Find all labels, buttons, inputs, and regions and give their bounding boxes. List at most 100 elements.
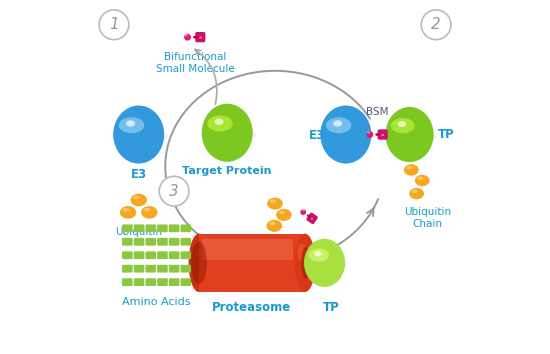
- Ellipse shape: [298, 244, 307, 261]
- FancyBboxPatch shape: [180, 238, 191, 246]
- Ellipse shape: [320, 105, 371, 164]
- Text: TP: TP: [438, 128, 455, 141]
- FancyBboxPatch shape: [157, 278, 168, 286]
- Ellipse shape: [390, 118, 415, 133]
- FancyBboxPatch shape: [134, 224, 144, 232]
- FancyBboxPatch shape: [157, 265, 168, 273]
- Ellipse shape: [269, 222, 276, 225]
- Ellipse shape: [207, 115, 233, 131]
- FancyBboxPatch shape: [122, 265, 133, 273]
- Ellipse shape: [301, 247, 310, 279]
- FancyBboxPatch shape: [199, 234, 305, 292]
- FancyBboxPatch shape: [122, 238, 133, 246]
- Ellipse shape: [319, 130, 375, 144]
- Ellipse shape: [303, 259, 348, 271]
- FancyBboxPatch shape: [157, 251, 168, 259]
- Ellipse shape: [185, 34, 188, 36]
- Ellipse shape: [123, 208, 129, 212]
- Ellipse shape: [382, 134, 384, 136]
- FancyBboxPatch shape: [145, 224, 156, 232]
- Ellipse shape: [191, 242, 207, 284]
- Text: 2: 2: [431, 17, 441, 32]
- Ellipse shape: [276, 209, 292, 221]
- FancyBboxPatch shape: [169, 238, 179, 246]
- Ellipse shape: [113, 105, 164, 164]
- FancyBboxPatch shape: [180, 224, 191, 232]
- Ellipse shape: [375, 133, 380, 136]
- FancyBboxPatch shape: [202, 239, 293, 260]
- Ellipse shape: [386, 107, 433, 162]
- Ellipse shape: [415, 175, 430, 186]
- Bar: [199, 234, 210, 292]
- FancyBboxPatch shape: [157, 238, 168, 246]
- Text: Amino Acids: Amino Acids: [122, 297, 191, 307]
- Ellipse shape: [270, 199, 276, 203]
- Ellipse shape: [193, 36, 198, 39]
- Ellipse shape: [133, 195, 140, 199]
- FancyBboxPatch shape: [195, 32, 205, 42]
- Ellipse shape: [302, 209, 305, 211]
- Ellipse shape: [367, 131, 370, 134]
- Ellipse shape: [417, 177, 424, 180]
- Ellipse shape: [120, 206, 136, 219]
- Ellipse shape: [315, 251, 322, 256]
- Text: 1: 1: [109, 17, 119, 32]
- Ellipse shape: [404, 164, 419, 176]
- Ellipse shape: [304, 239, 345, 287]
- Ellipse shape: [144, 208, 151, 212]
- Ellipse shape: [202, 104, 252, 162]
- FancyBboxPatch shape: [169, 265, 179, 273]
- FancyBboxPatch shape: [134, 251, 144, 259]
- FancyBboxPatch shape: [180, 265, 191, 273]
- Text: Ubiquitin
Chain: Ubiquitin Chain: [404, 207, 451, 229]
- Ellipse shape: [411, 190, 417, 193]
- Ellipse shape: [398, 121, 406, 127]
- FancyBboxPatch shape: [134, 265, 144, 273]
- Ellipse shape: [300, 209, 306, 215]
- FancyBboxPatch shape: [169, 278, 179, 286]
- Ellipse shape: [200, 128, 256, 142]
- Ellipse shape: [311, 218, 313, 220]
- Ellipse shape: [184, 34, 191, 41]
- Ellipse shape: [112, 130, 168, 144]
- Ellipse shape: [199, 36, 202, 39]
- Text: E3: E3: [309, 129, 324, 142]
- FancyBboxPatch shape: [145, 251, 156, 259]
- FancyBboxPatch shape: [169, 251, 179, 259]
- FancyBboxPatch shape: [306, 212, 318, 224]
- Text: Proteasome: Proteasome: [212, 301, 292, 314]
- FancyBboxPatch shape: [122, 224, 133, 232]
- Ellipse shape: [189, 234, 209, 292]
- FancyBboxPatch shape: [169, 224, 179, 232]
- FancyBboxPatch shape: [122, 278, 133, 286]
- Ellipse shape: [309, 249, 329, 262]
- FancyBboxPatch shape: [180, 251, 191, 259]
- Ellipse shape: [326, 117, 351, 133]
- Circle shape: [160, 176, 189, 206]
- FancyBboxPatch shape: [134, 238, 144, 246]
- Ellipse shape: [267, 220, 282, 232]
- Ellipse shape: [366, 131, 373, 138]
- Ellipse shape: [214, 119, 223, 125]
- Ellipse shape: [130, 194, 147, 206]
- FancyBboxPatch shape: [145, 238, 156, 246]
- Text: E3: E3: [131, 168, 147, 181]
- Ellipse shape: [141, 206, 157, 219]
- Ellipse shape: [295, 234, 315, 292]
- Ellipse shape: [119, 117, 144, 133]
- Ellipse shape: [126, 120, 135, 127]
- FancyBboxPatch shape: [134, 278, 144, 286]
- Ellipse shape: [278, 211, 285, 214]
- Ellipse shape: [267, 198, 283, 210]
- FancyBboxPatch shape: [145, 265, 156, 273]
- Ellipse shape: [307, 215, 311, 217]
- Text: BSM: BSM: [366, 107, 389, 117]
- Text: Bifunctional
Small Molecule: Bifunctional Small Molecule: [156, 52, 235, 74]
- Text: 3: 3: [169, 184, 179, 199]
- Ellipse shape: [384, 130, 437, 144]
- Circle shape: [421, 10, 451, 40]
- FancyBboxPatch shape: [180, 278, 191, 286]
- Ellipse shape: [409, 188, 424, 199]
- FancyBboxPatch shape: [122, 251, 133, 259]
- Text: Ubiquitin: Ubiquitin: [115, 227, 162, 236]
